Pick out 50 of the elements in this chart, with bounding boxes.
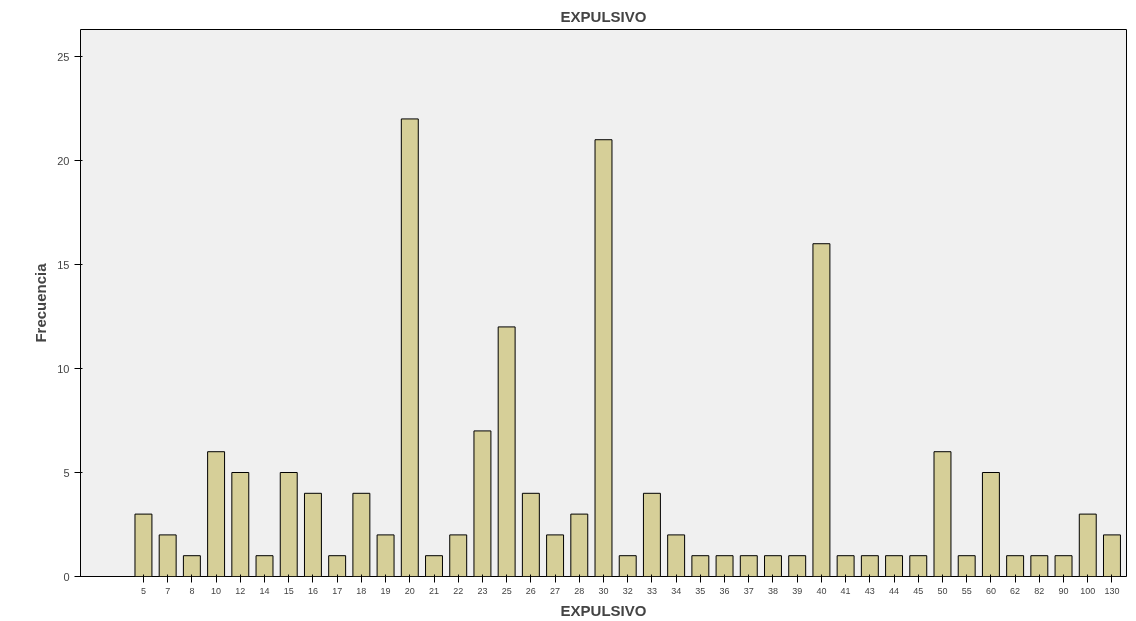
x-tick-label: 55 [961,585,972,596]
x-tick-label: 25 [501,585,512,596]
y-tick-label: 20 [57,154,70,167]
x-tick-label: 60 [985,585,996,596]
x-tick-label: 23 [477,585,488,596]
y-tick-label: 15 [57,258,70,271]
x-tick-label: 12 [235,585,246,596]
x-tick-label: 35 [695,585,706,596]
x-tick-label: 50 [937,585,948,596]
chart-title: EXPULSIVO [560,7,647,25]
x-tick-label: 37 [743,585,754,596]
x-tick-label: 36 [719,585,730,596]
y-tick-label: 0 [63,570,70,583]
x-tick-label: 17 [332,585,343,596]
x-tick-label: 40 [816,585,827,596]
x-tick-label: 20 [404,585,415,596]
y-tick-label: 10 [57,362,70,375]
x-tick-label: 16 [307,585,318,596]
x-tick-label: 38 [767,585,778,596]
x-tick-label: 8 [189,585,195,596]
x-tick-label: 10 [211,585,222,596]
x-tick-label: 22 [453,585,464,596]
x-tick-label: 39 [792,585,803,596]
x-tick-label: 7 [165,585,171,596]
y-tick-label: 5 [63,466,70,479]
x-tick-label: 43 [864,585,875,596]
x-tick-label: 90 [1058,585,1069,596]
x-axis-title: EXPULSIVO [560,601,647,619]
x-tick-label: 30 [598,585,609,596]
x-tick-label: 130 [1104,585,1120,596]
x-tick-label: 27 [550,585,561,596]
x-tick-label: 100 [1080,585,1096,596]
x-tick-label: 33 [646,585,657,596]
x-tick-label: 28 [574,585,585,596]
x-tick-label: 19 [380,585,391,596]
x-tick-label: 41 [840,585,851,596]
x-tick-label: 62 [1010,585,1021,596]
x-tick-label: 14 [259,585,270,596]
x-tick-label: 32 [622,585,633,596]
y-axis-title: Frecuencia [32,262,50,343]
x-tick-label: 5 [140,585,146,596]
x-tick-label: 45 [913,585,924,596]
x-tick-label: 21 [429,585,440,596]
x-tick-label: 18 [356,585,367,596]
x-tick-label: 34 [671,585,682,596]
y-tick-label: 25 [57,50,70,63]
x-tick-label: 44 [889,585,900,596]
x-tick-label: 15 [283,585,294,596]
x-tick-label: 26 [525,585,536,596]
x-tick-label: 82 [1034,585,1045,596]
